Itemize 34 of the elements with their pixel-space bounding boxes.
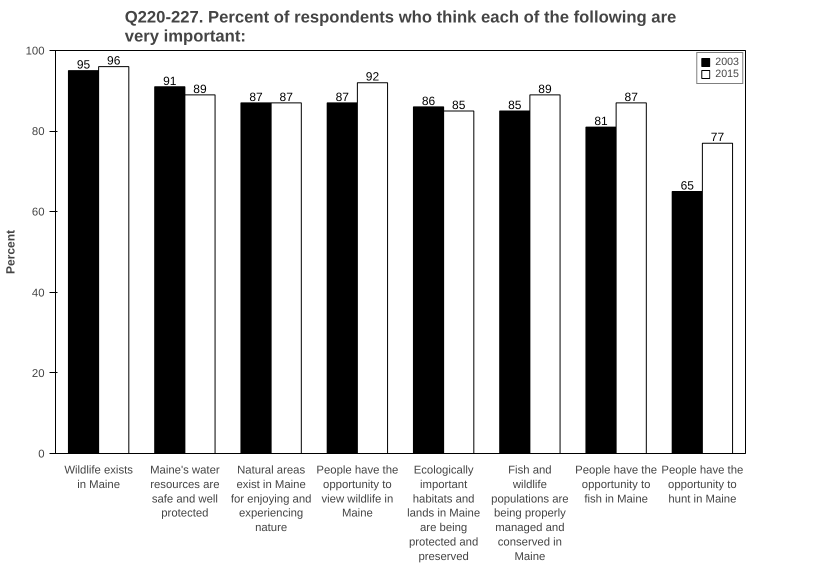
- data-label: 89: [538, 82, 552, 96]
- x-tick-label: People have the opportunity to hunt in Maine: [661, 464, 744, 506]
- data-label: 87: [336, 90, 350, 104]
- data-label: 87: [249, 90, 264, 104]
- x-tick-label: Natural areas exist in Maine for enjoying and experiencing nature: [230, 464, 312, 534]
- data-label: 87: [280, 90, 294, 104]
- data-label: 85: [452, 98, 466, 112]
- data-label: 85: [508, 98, 522, 112]
- data-label: 96: [107, 54, 121, 68]
- y-tick-label: 100: [26, 46, 45, 58]
- x-tick-label: Fish and wildlife populations are being properly managed and conserved in Maine: [491, 464, 569, 563]
- x-tick-label: Wildlife exists in Maine: [64, 464, 134, 491]
- data-label: 91: [163, 74, 177, 88]
- data-label: 86: [422, 94, 436, 108]
- y-axis-title: Percent: [4, 230, 18, 274]
- y-tick-label: 60: [32, 206, 45, 219]
- legend-label: 2015: [715, 68, 739, 80]
- legend-label: 2003: [715, 56, 739, 68]
- y-tick-label: 20: [32, 368, 45, 380]
- data-label: 87: [624, 90, 638, 104]
- data-label: 77: [710, 130, 724, 144]
- x-tick-label: Ecologically important habitats and lands in Maine are being protected and preserved: [407, 464, 480, 563]
- data-label: 81: [594, 114, 608, 128]
- y-tick-label: 0: [38, 448, 45, 460]
- chart-title: Q220-227. Percent of respondents who think each of the following are very important:: [124, 8, 676, 46]
- x-tick-label: People have the opportunity to fish in Maine: [575, 464, 658, 506]
- data-label: 65: [680, 178, 694, 193]
- data-label: 89: [193, 82, 207, 96]
- data-label: 95: [76, 58, 91, 72]
- x-tick-label: People have the opportunity to view wildlife in Maine: [316, 464, 398, 520]
- x-tick-label: Maine's water resources are safe and well protected: [150, 464, 220, 520]
- y-tick-label: 40: [32, 287, 45, 300]
- data-label: 92: [366, 70, 380, 84]
- y-tick-label: 80: [32, 126, 45, 138]
